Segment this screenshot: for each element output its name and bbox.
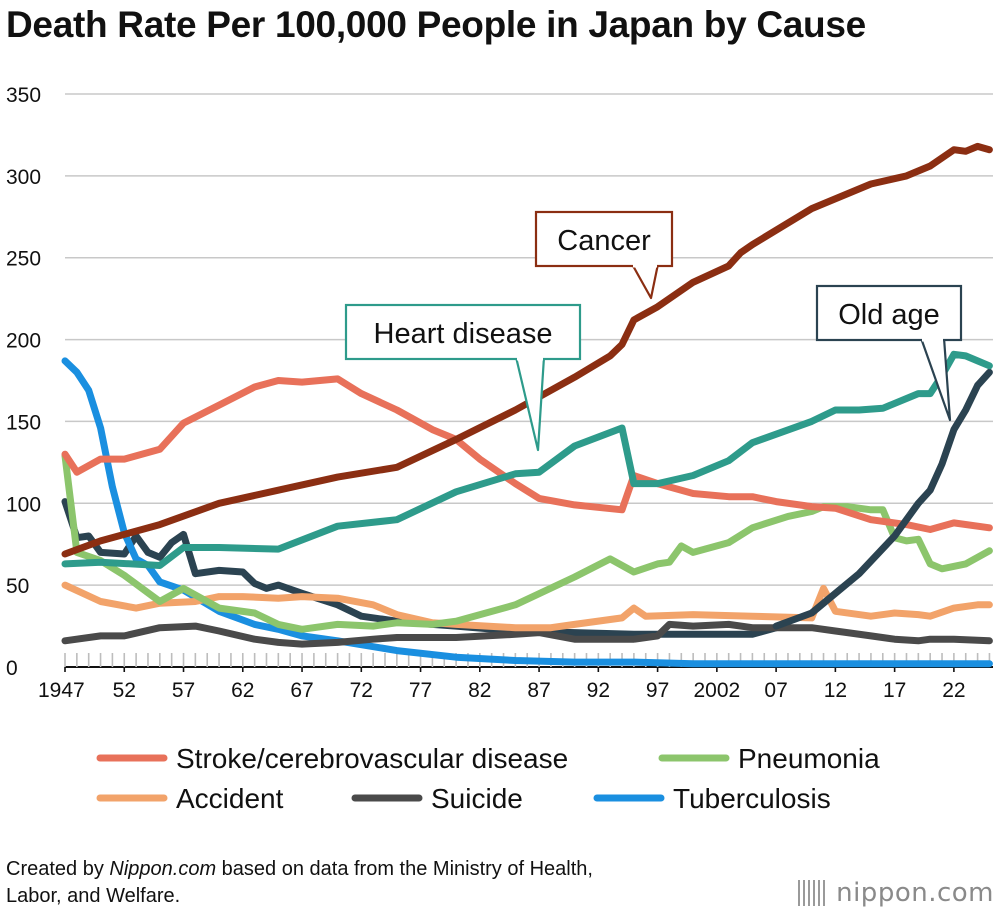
legend-item-stroke-cerebrovascular-disease: Stroke/cerebrovascular disease bbox=[96, 743, 568, 774]
legend-label: Tuberculosis bbox=[673, 783, 831, 814]
x-tick-label: 97 bbox=[646, 679, 669, 702]
callout-box bbox=[344, 303, 582, 361]
callout-heart-disease: Heart disease bbox=[344, 303, 582, 452]
x-tick-label: 12 bbox=[824, 679, 847, 702]
callout-layer: Cancer Heart disease Old age bbox=[344, 210, 963, 452]
callout-box bbox=[534, 210, 674, 268]
callout-label: Old age bbox=[838, 299, 940, 331]
series-line-cancer bbox=[61, 142, 993, 558]
callout-pointer bbox=[919, 336, 952, 422]
callout-cancer: Cancer bbox=[534, 210, 674, 300]
callout-label: Heart disease bbox=[374, 318, 553, 350]
x-tick-label: 22 bbox=[942, 679, 965, 702]
nippon-logo: nippon.com bbox=[798, 878, 994, 908]
y-tick-label: 50 bbox=[6, 575, 29, 598]
series-line-heart-disease bbox=[61, 350, 993, 569]
legend-label: Suicide bbox=[431, 783, 523, 814]
series-line-accident bbox=[61, 581, 993, 632]
series-line-pneumonia bbox=[61, 452, 993, 633]
y-axis: 0 50 100 150 200 250 300 350 bbox=[6, 84, 41, 680]
chart-title: Death Rate Per 100,000 People in Japan b… bbox=[6, 4, 866, 45]
credit-source: Nippon.com bbox=[109, 858, 217, 880]
series-line-suicide bbox=[61, 620, 993, 648]
series-line-stroke-cerebrovascular-disease bbox=[61, 375, 993, 533]
x-tick-label: 17 bbox=[883, 679, 906, 702]
y-tick-label: 200 bbox=[6, 330, 41, 353]
logo-mark-icon bbox=[798, 880, 829, 906]
y-tick-label: 300 bbox=[6, 166, 41, 189]
credit-suffix: based on data from the Ministry of Healt… bbox=[216, 858, 593, 880]
x-tick-label: 2002 bbox=[693, 679, 740, 702]
legend-item-tuberculosis: Tuberculosis bbox=[593, 783, 831, 814]
y-tick-label: 100 bbox=[6, 493, 41, 516]
series-line-tuberculosis bbox=[61, 357, 993, 668]
x-tick-label: 87 bbox=[527, 679, 550, 702]
x-tick-label: 07 bbox=[764, 679, 787, 702]
logo-text: nippon.com bbox=[836, 878, 994, 908]
credit-prefix: Created by bbox=[6, 858, 110, 880]
credit-note: Created by Nippon.com based on data from… bbox=[6, 856, 593, 910]
series-layer bbox=[61, 142, 993, 668]
x-tick-label: 52 bbox=[113, 679, 136, 702]
legend-label: Stroke/cerebrovascular disease bbox=[176, 743, 568, 774]
legend-item-suicide: Suicide bbox=[351, 783, 523, 814]
callout-pointer bbox=[630, 262, 660, 300]
x-tick-label: 92 bbox=[587, 679, 610, 702]
legend-item-accident: Accident bbox=[96, 783, 284, 814]
series-line-old-age bbox=[772, 368, 993, 630]
x-tick-label: 82 bbox=[468, 679, 491, 702]
x-tick-label: 62 bbox=[231, 679, 254, 702]
y-tick-label: 250 bbox=[6, 248, 41, 271]
y-tick-label: 150 bbox=[6, 411, 41, 434]
callout-label: Cancer bbox=[557, 225, 651, 257]
legend: Stroke/cerebrovascular disease Pneumonia A… bbox=[96, 743, 880, 814]
x-tick-label: 67 bbox=[290, 679, 313, 702]
x-tick-label: 57 bbox=[172, 679, 195, 702]
legend-label: Accident bbox=[176, 783, 284, 814]
x-axis: 1947 52 57 62 67 72 77 82 87 92 97 2002 07 12 17 22 bbox=[38, 653, 993, 702]
y-tick-label: 0 bbox=[6, 657, 18, 680]
callout-box bbox=[815, 284, 963, 342]
legend-label: Pneumonia bbox=[738, 743, 880, 774]
x-tick-label: 72 bbox=[350, 679, 373, 702]
credit-line2: Labor, and Welfare. bbox=[6, 885, 181, 907]
x-tick-label: 77 bbox=[409, 679, 432, 702]
y-tick-label: 350 bbox=[6, 84, 41, 107]
x-tick-label: 1947 bbox=[38, 679, 85, 702]
line-chart: 0 50 100 150 200 250 300 350 1947 52 57 62 67 72 77 82… bbox=[6, 84, 993, 814]
legend-item-pneumonia: Pneumonia bbox=[658, 743, 880, 774]
callout-old-age: Old age bbox=[815, 284, 963, 422]
